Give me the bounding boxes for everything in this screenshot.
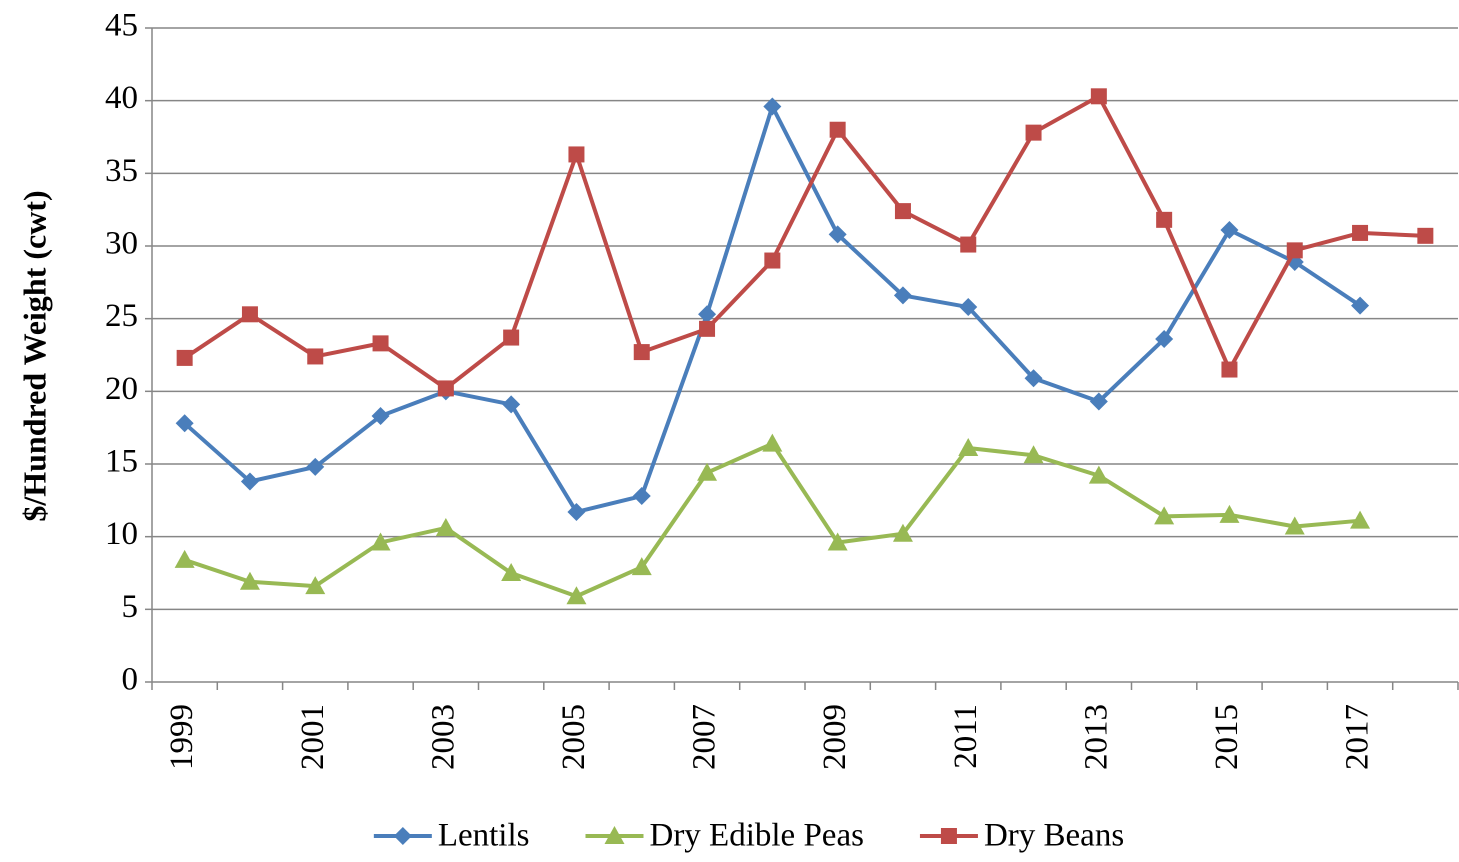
y-tick-label: 0 [122, 662, 139, 698]
marker [699, 320, 716, 337]
marker [1025, 124, 1042, 141]
x-tick-label: 2005 [556, 704, 592, 770]
marker [174, 549, 195, 568]
marker [959, 298, 978, 317]
series-line [183, 94, 1426, 391]
marker [241, 306, 258, 323]
marker [829, 121, 846, 138]
y-tick-label: 5 [122, 589, 139, 625]
marker [1284, 516, 1305, 535]
legend: Lentils Dry Edible Peas Dry Beans [373, 818, 1124, 854]
marker [1024, 369, 1043, 388]
x-tick-label: 2015 [1209, 704, 1245, 770]
marker [604, 826, 625, 844]
marker [239, 571, 260, 590]
series-line [184, 441, 1361, 599]
x-tick-label: 2009 [817, 704, 853, 770]
marker [1220, 221, 1239, 240]
marker [501, 563, 522, 581]
marker [305, 576, 326, 595]
x-tick-label: 1999 [164, 704, 200, 770]
marker [566, 586, 587, 605]
marker [371, 407, 390, 426]
marker [1023, 445, 1044, 464]
marker [175, 414, 194, 433]
marker [894, 203, 911, 220]
marker [502, 395, 521, 414]
marker [1154, 506, 1175, 525]
marker [1350, 510, 1371, 529]
y-tick-label: 10 [105, 516, 138, 552]
marker [762, 433, 783, 452]
marker [960, 236, 977, 253]
marker [1089, 392, 1108, 411]
y-tick-label: 20 [105, 371, 138, 407]
marker [240, 472, 259, 491]
marker [306, 457, 325, 476]
x-tick-label: 2011 [948, 704, 984, 769]
x-tick-label: 2013 [1078, 704, 1114, 770]
y-tick-label: 15 [105, 444, 138, 480]
legend-label: Lentils [438, 818, 530, 854]
marker [1088, 465, 1109, 484]
y-tick-label: 45 [105, 8, 138, 44]
marker [1417, 227, 1434, 244]
marker [1352, 224, 1369, 241]
marker [307, 348, 324, 365]
marker [828, 225, 847, 244]
marker [176, 349, 193, 366]
marker [370, 532, 391, 551]
marker [633, 344, 650, 361]
marker [1219, 504, 1240, 523]
y-axis-label: $/Hundred Weight (cwt) [16, 190, 52, 521]
legend-label: Dry Edible Peas [649, 818, 863, 854]
marker [893, 286, 912, 305]
marker [827, 532, 848, 551]
marker [940, 828, 957, 844]
marker [631, 557, 652, 576]
marker [764, 252, 781, 269]
marker [567, 502, 586, 521]
legend-label: Dry Beans [984, 818, 1124, 854]
marker [372, 335, 389, 352]
x-tick-label: 2003 [425, 704, 461, 770]
marker [503, 329, 520, 346]
marker [568, 146, 585, 163]
marker [1221, 361, 1238, 378]
y-tick-label: 35 [105, 153, 138, 189]
marker [1155, 330, 1174, 349]
marker [435, 517, 456, 536]
marker [698, 305, 717, 324]
marker [1286, 242, 1303, 259]
marker [393, 827, 412, 845]
marker [1156, 211, 1173, 228]
y-tick-label: 30 [105, 226, 138, 262]
marker [763, 97, 782, 116]
x-tick-label: 2017 [1340, 704, 1376, 770]
x-tick-label: 2007 [687, 704, 723, 770]
marker [632, 486, 651, 505]
x-tick-label: 2001 [295, 704, 331, 770]
marker [1090, 88, 1107, 105]
marker [437, 380, 454, 397]
marker [697, 462, 718, 481]
marker [892, 523, 913, 542]
marker [1351, 296, 1370, 315]
marker [958, 438, 979, 457]
y-tick-label: 25 [105, 298, 138, 334]
y-tick-label: 40 [105, 80, 138, 116]
